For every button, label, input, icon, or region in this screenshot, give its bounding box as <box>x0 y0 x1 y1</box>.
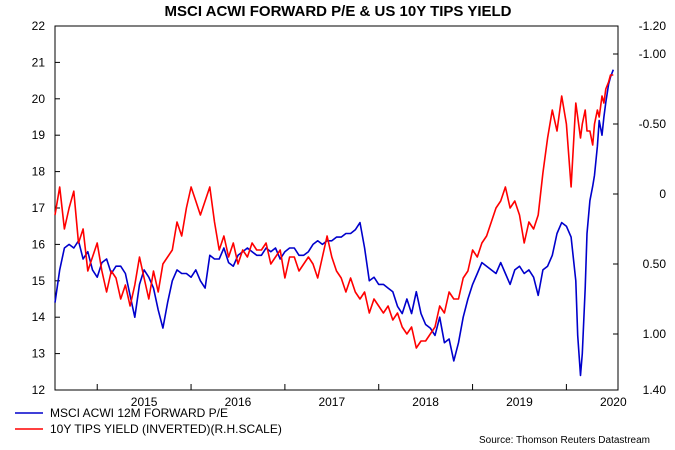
left-tick-label-9: 21 <box>32 55 46 69</box>
x-tick-label-2018: 2018 <box>412 395 439 409</box>
x-tick-label-2019: 2019 <box>506 395 533 409</box>
right-tick-label-2: -0.50 <box>639 117 667 131</box>
axis-ticks <box>55 25 618 391</box>
legend-label-tips-yield: 10Y TIPS YIELD (INVERTED)(R.H.SCALE) <box>50 422 282 436</box>
right-tick-label-4: 0.50 <box>643 257 667 271</box>
plot-frame <box>54 25 619 391</box>
left-tick-label-7: 19 <box>32 128 46 142</box>
series-lines <box>54 69 615 377</box>
chart-title: MSCI ACWI FORWARD P/E & US 10Y TIPS YIEL… <box>165 3 512 20</box>
left-tick-label-1: 13 <box>32 347 46 361</box>
source-note: Source: Thomson Reuters Datastream <box>479 435 650 446</box>
series-line-tips-yield <box>54 74 614 349</box>
left-tick-label-3: 15 <box>32 274 46 288</box>
legend-label-msci-pe: MSCI ACWI 12M FORWARD P/E <box>50 406 228 420</box>
right-tick-label-0: -1.20 <box>639 19 667 33</box>
x-tick-label-2016: 2016 <box>225 395 252 409</box>
left-tick-label-4: 16 <box>32 237 46 251</box>
right-tick-label-1: -1.00 <box>639 47 667 61</box>
left-tick-label-10: 22 <box>32 19 46 33</box>
legend: MSCI ACWI 12M FORWARD P/E 10Y TIPS YIELD… <box>15 406 282 436</box>
right-tick-label-3: 0 <box>659 187 666 201</box>
tick-labels: 12 13 14 15 16 17 18 19 20 21 22 -1.20 -1.00 -0.50 0 0.… <box>32 19 667 409</box>
right-tick-label-5: 1.00 <box>643 327 667 341</box>
x-tick-label-2017: 2017 <box>318 395 345 409</box>
series-line-msci-pe <box>54 69 615 377</box>
left-tick-label-8: 20 <box>32 92 46 106</box>
left-tick-label-2: 14 <box>32 310 46 324</box>
left-tick-label-6: 18 <box>32 165 46 179</box>
x-tick-label-2015: 2015 <box>131 395 158 409</box>
left-tick-label-5: 17 <box>32 201 46 215</box>
x-tick-label-2020: 2020 <box>600 395 627 409</box>
left-tick-label-0: 12 <box>32 383 46 397</box>
right-tick-label-6: 1.40 <box>643 383 667 397</box>
